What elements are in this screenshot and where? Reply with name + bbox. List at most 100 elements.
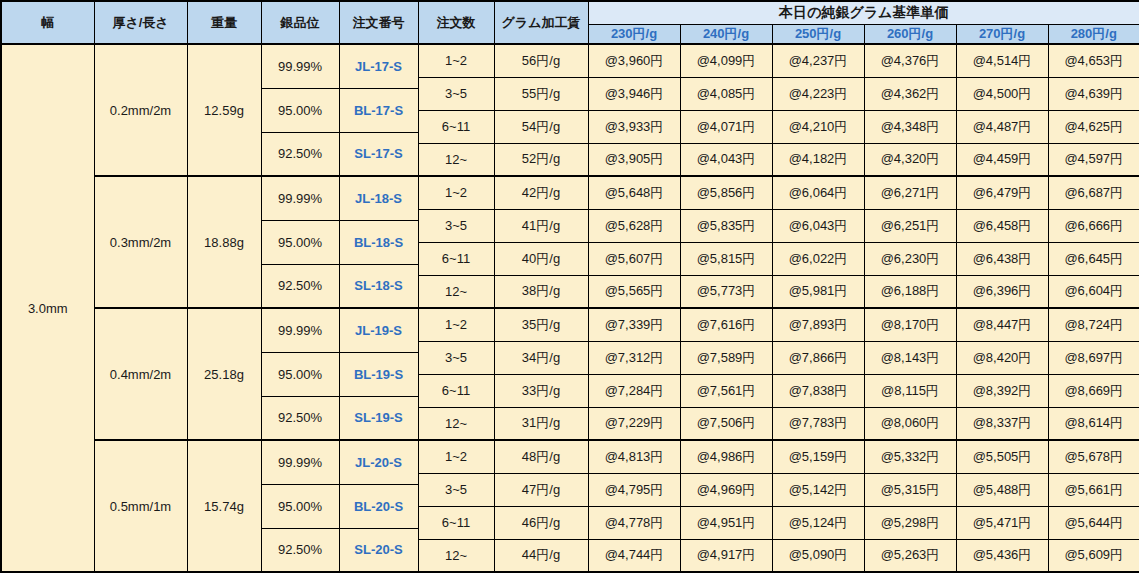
price-cell: @5,815円 [680, 242, 772, 275]
price-cell: @4,085円 [680, 77, 772, 110]
qty-cell: 1~2 [418, 308, 494, 341]
weight-cell: 18.88g [187, 176, 261, 308]
qty-cell: 1~2 [418, 440, 494, 473]
price-cell: @6,043円 [772, 209, 864, 242]
weight-cell: 15.74g [187, 440, 261, 572]
price-cell: @5,856円 [680, 176, 772, 209]
price-cell: @4,043円 [680, 143, 772, 176]
price-cell: @5,090円 [772, 539, 864, 572]
col-header-order-number: 注文番号 [339, 1, 418, 44]
price-cell: @5,436円 [956, 539, 1048, 572]
col-header-width: 幅 [1, 1, 94, 44]
price-cell: @6,687円 [1048, 176, 1139, 209]
price-cell: @6,479円 [956, 176, 1048, 209]
price-cell: @4,376円 [864, 44, 956, 77]
price-cell: @5,263円 [864, 539, 956, 572]
price-cell: @4,778円 [588, 506, 680, 539]
price-cell: @4,099円 [680, 44, 772, 77]
thickness-length-cell: 0.3mm/2m [94, 176, 187, 308]
price-cell: @4,951円 [680, 506, 772, 539]
price-cell: @7,506円 [680, 407, 772, 440]
purity-cell: 92.50% [261, 132, 339, 176]
price-tier-header-280: 280円/g [1048, 24, 1139, 44]
price-cell: @5,332円 [864, 440, 956, 473]
purity-cell: 95.00% [261, 220, 339, 264]
fee-cell: 54円/g [494, 110, 588, 143]
price-tier-header-230: 230円/g [588, 24, 680, 44]
purity-cell: 95.00% [261, 484, 339, 528]
purity-cell: 92.50% [261, 528, 339, 572]
price-cell: @4,625円 [1048, 110, 1139, 143]
price-cell: @5,565円 [588, 275, 680, 308]
header-row-1: 幅 厚さ/長さ 重量 銀品位 注文番号 注文数 グラム加工賃 本日の純銀グラム基… [1, 1, 1139, 24]
price-cell: @4,639円 [1048, 77, 1139, 110]
price-cell: @7,229円 [588, 407, 680, 440]
weight-cell: 25.18g [187, 308, 261, 440]
price-cell: @7,561円 [680, 374, 772, 407]
qty-cell: 1~2 [418, 44, 494, 77]
fee-cell: 35円/g [494, 308, 588, 341]
price-cell: @3,933円 [588, 110, 680, 143]
price-cell: @3,946円 [588, 77, 680, 110]
price-cell: @6,188円 [864, 275, 956, 308]
price-cell: @4,917円 [680, 539, 772, 572]
price-cell: @5,471円 [956, 506, 1048, 539]
fee-cell: 48円/g [494, 440, 588, 473]
thickness-length-cell: 0.2mm/2m [94, 44, 187, 176]
price-cell: @6,022円 [772, 242, 864, 275]
price-cell: @4,487円 [956, 110, 1048, 143]
price-cell: @4,237円 [772, 44, 864, 77]
price-cell: @5,142円 [772, 473, 864, 506]
price-tier-header-240: 240円/g [680, 24, 772, 44]
qty-cell: 12~ [418, 143, 494, 176]
qty-cell: 12~ [418, 407, 494, 440]
price-cell: @8,392円 [956, 374, 1048, 407]
order-no-cell: BL-17-S [339, 88, 418, 132]
fee-cell: 52円/g [494, 143, 588, 176]
width-cell: 3.0mm [1, 44, 94, 572]
fee-cell: 41円/g [494, 209, 588, 242]
price-group-header: 本日の純銀グラム基準単価 [588, 1, 1139, 24]
order-no-cell: BL-19-S [339, 352, 418, 396]
price-cell: @4,500円 [956, 77, 1048, 110]
price-cell: @8,337円 [956, 407, 1048, 440]
purity-cell: 92.50% [261, 396, 339, 440]
order-no-cell: SL-17-S [339, 132, 418, 176]
table-row: 0.4mm/2m25.18g99.99%JL-19-S1~235円/g@7,33… [1, 308, 1139, 319]
price-cell: @5,648円 [588, 176, 680, 209]
fee-cell: 46円/g [494, 506, 588, 539]
price-cell: @8,170円 [864, 308, 956, 341]
fee-cell: 40円/g [494, 242, 588, 275]
price-cell: @5,628円 [588, 209, 680, 242]
order-no-cell: BL-20-S [339, 484, 418, 528]
price-cell: @4,210円 [772, 110, 864, 143]
price-cell: @7,284円 [588, 374, 680, 407]
order-no-cell: SL-20-S [339, 528, 418, 572]
order-no-cell: JL-20-S [339, 440, 418, 484]
order-no-cell: JL-18-S [339, 176, 418, 220]
qty-cell: 3~5 [418, 473, 494, 506]
price-cell: @8,115円 [864, 374, 956, 407]
price-cell: @4,986円 [680, 440, 772, 473]
fee-cell: 56円/g [494, 44, 588, 77]
qty-cell: 1~2 [418, 176, 494, 209]
col-header-order-qty: 注文数 [418, 1, 494, 44]
price-cell: @8,420円 [956, 341, 1048, 374]
price-cell: @4,348円 [864, 110, 956, 143]
order-no-cell: SL-19-S [339, 396, 418, 440]
order-no-cell: SL-18-S [339, 264, 418, 308]
price-cell: @7,893円 [772, 308, 864, 341]
price-cell: @6,438円 [956, 242, 1048, 275]
table-body: 3.0mm0.2mm/2m12.59g99.99%JL-17-S1~256円/g… [1, 44, 1139, 572]
price-cell: @7,838円 [772, 374, 864, 407]
order-no-cell: JL-19-S [339, 308, 418, 352]
price-cell: @5,981円 [772, 275, 864, 308]
price-cell: @8,669円 [1048, 374, 1139, 407]
fee-cell: 55円/g [494, 77, 588, 110]
price-cell: @4,362円 [864, 77, 956, 110]
price-cell: @7,589円 [680, 341, 772, 374]
price-cell: @6,458円 [956, 209, 1048, 242]
qty-cell: 6~11 [418, 374, 494, 407]
price-cell: @5,773円 [680, 275, 772, 308]
price-tier-header-260: 260円/g [864, 24, 956, 44]
